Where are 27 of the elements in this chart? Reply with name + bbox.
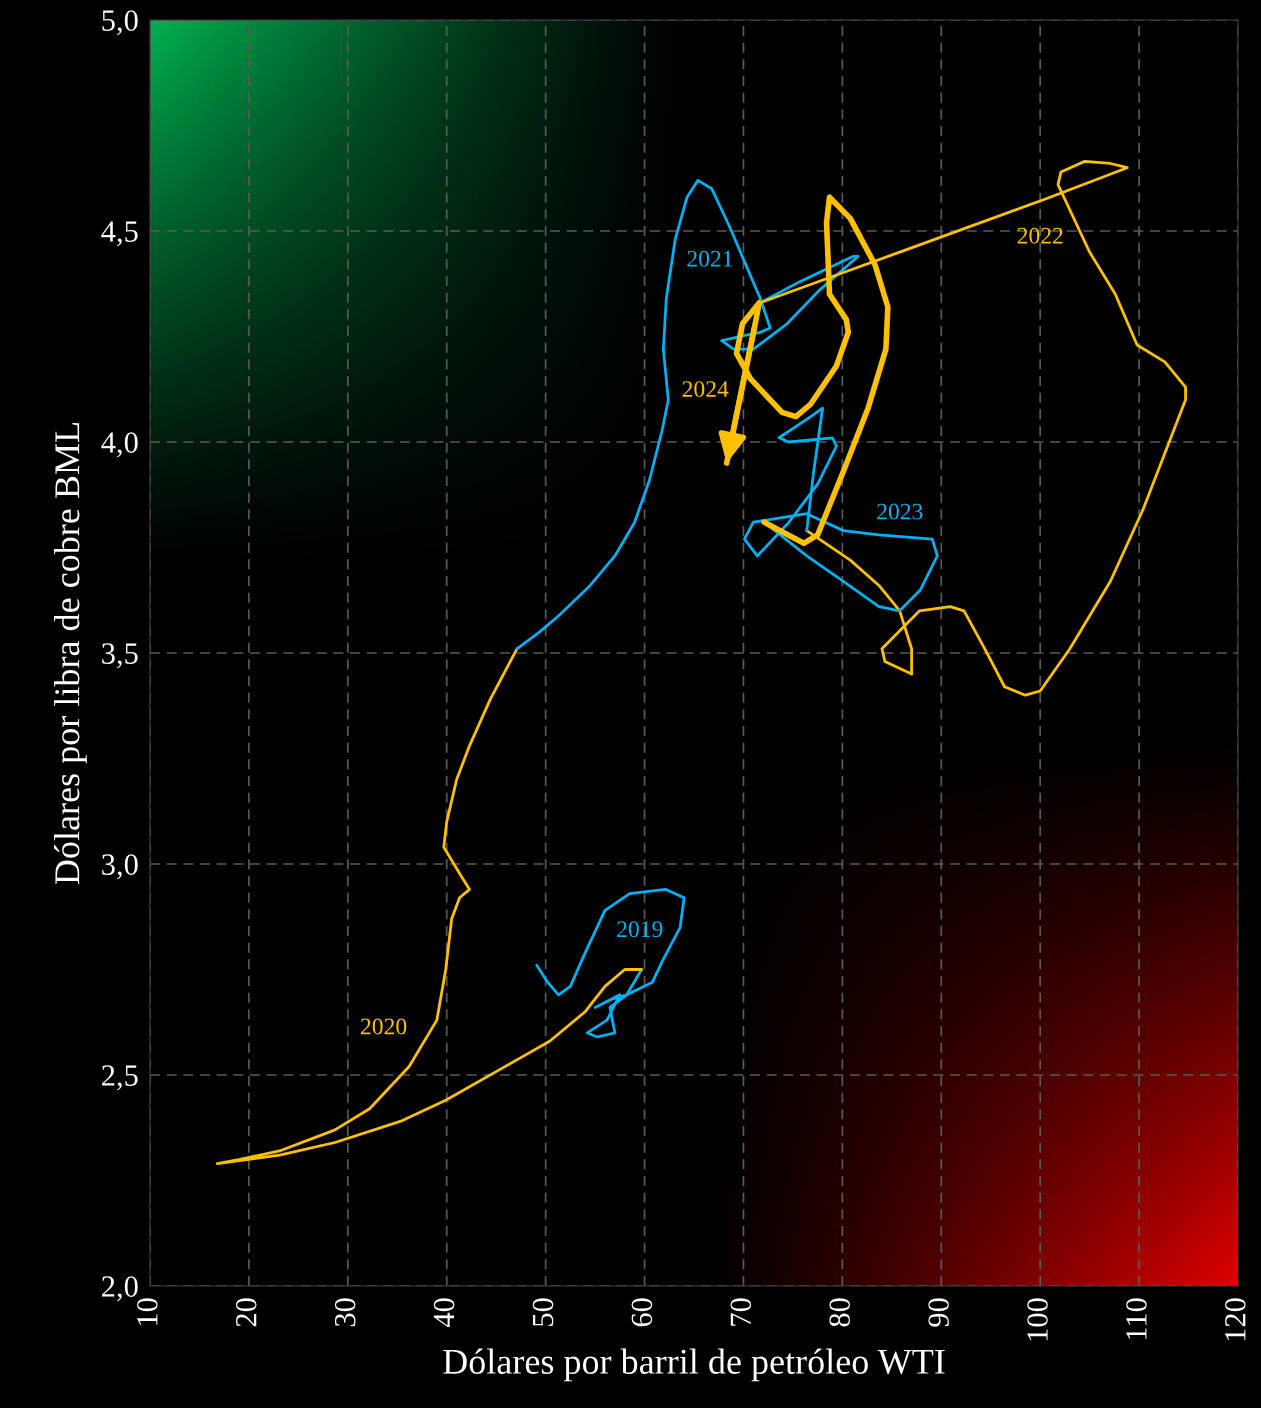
y-tick-label: 3,0 bbox=[102, 854, 138, 880]
x-tick-label: 50 bbox=[532, 1298, 554, 1326]
x-tick-label: 10 bbox=[137, 1298, 158, 1325]
y-tick-label: 5,0 bbox=[102, 10, 138, 36]
y-axis-title: Dólares por libra de cobre BML bbox=[54, 423, 87, 885]
series-label: 2023 bbox=[877, 503, 923, 520]
y-tick-label: 4,5 bbox=[101, 221, 138, 247]
series-label: 2019 bbox=[617, 921, 663, 938]
x-tick-label: 90 bbox=[928, 1298, 949, 1327]
x-tick-label: 30 bbox=[334, 1298, 356, 1327]
x-tick-label: 70 bbox=[730, 1298, 752, 1326]
y-tick-label: 4,0 bbox=[101, 432, 138, 458]
x-tick-label: 20 bbox=[235, 1298, 257, 1327]
series-label: 2024 bbox=[682, 381, 729, 398]
series-label: 2020 bbox=[361, 1018, 407, 1035]
y-tick-label: 2,5 bbox=[102, 1065, 138, 1091]
y-tick-label: 3,5 bbox=[102, 643, 138, 669]
x-tick-label: 80 bbox=[829, 1298, 851, 1327]
y-tick-label: 2,0 bbox=[102, 1276, 138, 1302]
x-tick-label: 100 bbox=[1027, 1298, 1048, 1341]
x-tick-label: 120 bbox=[1225, 1298, 1246, 1341]
x-tick-label: 40 bbox=[433, 1298, 455, 1328]
x-tick-label: 110 bbox=[1126, 1298, 1147, 1340]
x-axis-title: Dólares por barril de petróleo WTI bbox=[443, 1348, 945, 1382]
x-tick-label: 60 bbox=[631, 1298, 653, 1327]
series-label: 2021 bbox=[687, 250, 733, 267]
series-label: 2022 bbox=[1017, 227, 1063, 244]
